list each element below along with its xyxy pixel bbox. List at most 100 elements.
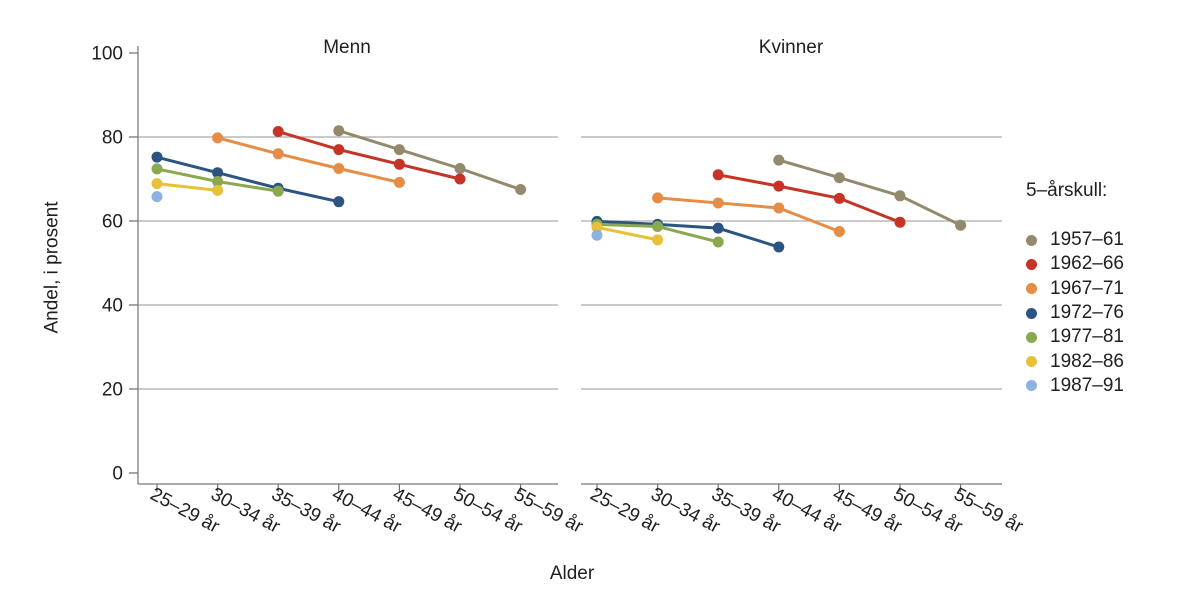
data-point <box>454 163 466 174</box>
legend-item: 1957–61 <box>1026 228 1124 252</box>
y-tick-label: 40 <box>102 296 123 317</box>
data-point <box>652 220 664 232</box>
x-tick-label: 55–59 år <box>950 484 1027 538</box>
series-1987–91 <box>151 191 163 203</box>
data-point <box>454 173 466 185</box>
data-point <box>652 234 664 246</box>
series-1962–66 <box>712 169 906 228</box>
data-point <box>393 144 405 156</box>
data-point <box>212 132 224 144</box>
data-point <box>712 222 724 234</box>
series-line <box>717 173 901 224</box>
data-point <box>212 167 224 179</box>
legend-swatch-icon <box>1026 234 1037 246</box>
data-point <box>712 236 724 248</box>
data-point <box>833 226 845 237</box>
data-point <box>652 192 664 204</box>
data-point <box>773 154 785 166</box>
legend-label: 1987–91 <box>1050 374 1124 396</box>
series-line <box>657 196 840 233</box>
data-point <box>833 172 845 184</box>
series-line <box>338 129 522 191</box>
legend-title: 5–årskull: <box>1026 180 1108 201</box>
data-point <box>333 196 345 208</box>
legend-label: 1962–66 <box>1050 253 1124 275</box>
data-point <box>272 148 284 160</box>
data-point <box>712 197 724 209</box>
legend-item: 1977–81 <box>1026 325 1124 349</box>
legend-swatch-icon <box>1026 380 1037 392</box>
series-line <box>596 225 658 242</box>
data-point <box>212 176 224 188</box>
data-point <box>833 192 845 204</box>
data-point <box>894 216 906 228</box>
panel-title-menn: Menn <box>323 37 371 58</box>
series-1987–91 <box>591 229 603 241</box>
data-point <box>712 169 724 181</box>
y-tick-label: 20 <box>102 380 123 401</box>
series-line <box>217 136 400 184</box>
y-axis-title: Andel, i prosent <box>41 201 63 334</box>
legend-item: 1967–71 <box>1026 277 1124 301</box>
y-tick-label: 0 <box>112 464 123 485</box>
legend-swatch-icon <box>1026 307 1037 319</box>
series-1967–71 <box>652 192 845 237</box>
y-axis: 0 20 40 60 80 100 <box>91 44 139 485</box>
series-1967–71 <box>212 132 405 188</box>
data-point <box>151 163 163 175</box>
data-point <box>333 125 345 137</box>
data-point <box>212 184 224 196</box>
y-tick-label: 80 <box>102 128 123 149</box>
series-line <box>277 130 461 181</box>
data-point <box>151 191 163 203</box>
legend-item: 1962–66 <box>1026 252 1124 276</box>
data-point <box>773 241 785 253</box>
series-line <box>156 182 218 192</box>
x-axis-title: Alder <box>549 563 595 584</box>
data-point <box>894 190 906 202</box>
series-1957–61 <box>773 154 967 231</box>
legend-item: 1982–86 <box>1026 349 1124 373</box>
legend-item: 1987–91 <box>1026 374 1124 398</box>
legend-swatch-icon <box>1026 356 1037 368</box>
data-point <box>591 229 603 241</box>
legend-label: 1972–76 <box>1050 302 1124 324</box>
x-tick-label: 55–59 år <box>510 484 587 538</box>
data-point <box>393 158 405 170</box>
legend-swatch-icon <box>1026 331 1037 343</box>
data-point <box>773 180 785 192</box>
series-line <box>778 158 962 227</box>
y-tick-label: 100 <box>91 44 123 65</box>
legend-item: 1972–76 <box>1026 301 1124 325</box>
legend-label: 1957–61 <box>1050 229 1124 251</box>
data-point <box>333 144 345 156</box>
legend-label: 1977–81 <box>1050 326 1124 348</box>
legend: 5–årskull: 1957–61 1962–66 1967–71 1972–… <box>1026 180 1124 398</box>
series-1977–81 <box>151 163 284 197</box>
data-point <box>333 163 345 174</box>
legend-swatch-icon <box>1026 283 1037 295</box>
data-point <box>151 151 163 163</box>
series-1972–76 <box>151 151 345 208</box>
series-line <box>596 219 780 249</box>
series-line <box>156 155 340 204</box>
series-1962–66 <box>272 126 466 185</box>
y-tick-label: 60 <box>102 212 123 233</box>
data-point <box>515 184 527 195</box>
series-1982–86 <box>151 178 224 196</box>
data-point <box>151 178 163 190</box>
data-point <box>773 202 785 214</box>
data-point <box>955 219 967 231</box>
legend-label: 1982–86 <box>1050 350 1124 372</box>
legend-swatch-icon <box>1026 258 1037 270</box>
data-point <box>591 221 603 233</box>
legend-label: 1967–71 <box>1050 277 1124 299</box>
panel-title-kvinner: Kvinner <box>758 37 824 58</box>
data-point <box>272 185 284 197</box>
data-point <box>272 126 284 138</box>
series-1982–86 <box>591 221 664 246</box>
